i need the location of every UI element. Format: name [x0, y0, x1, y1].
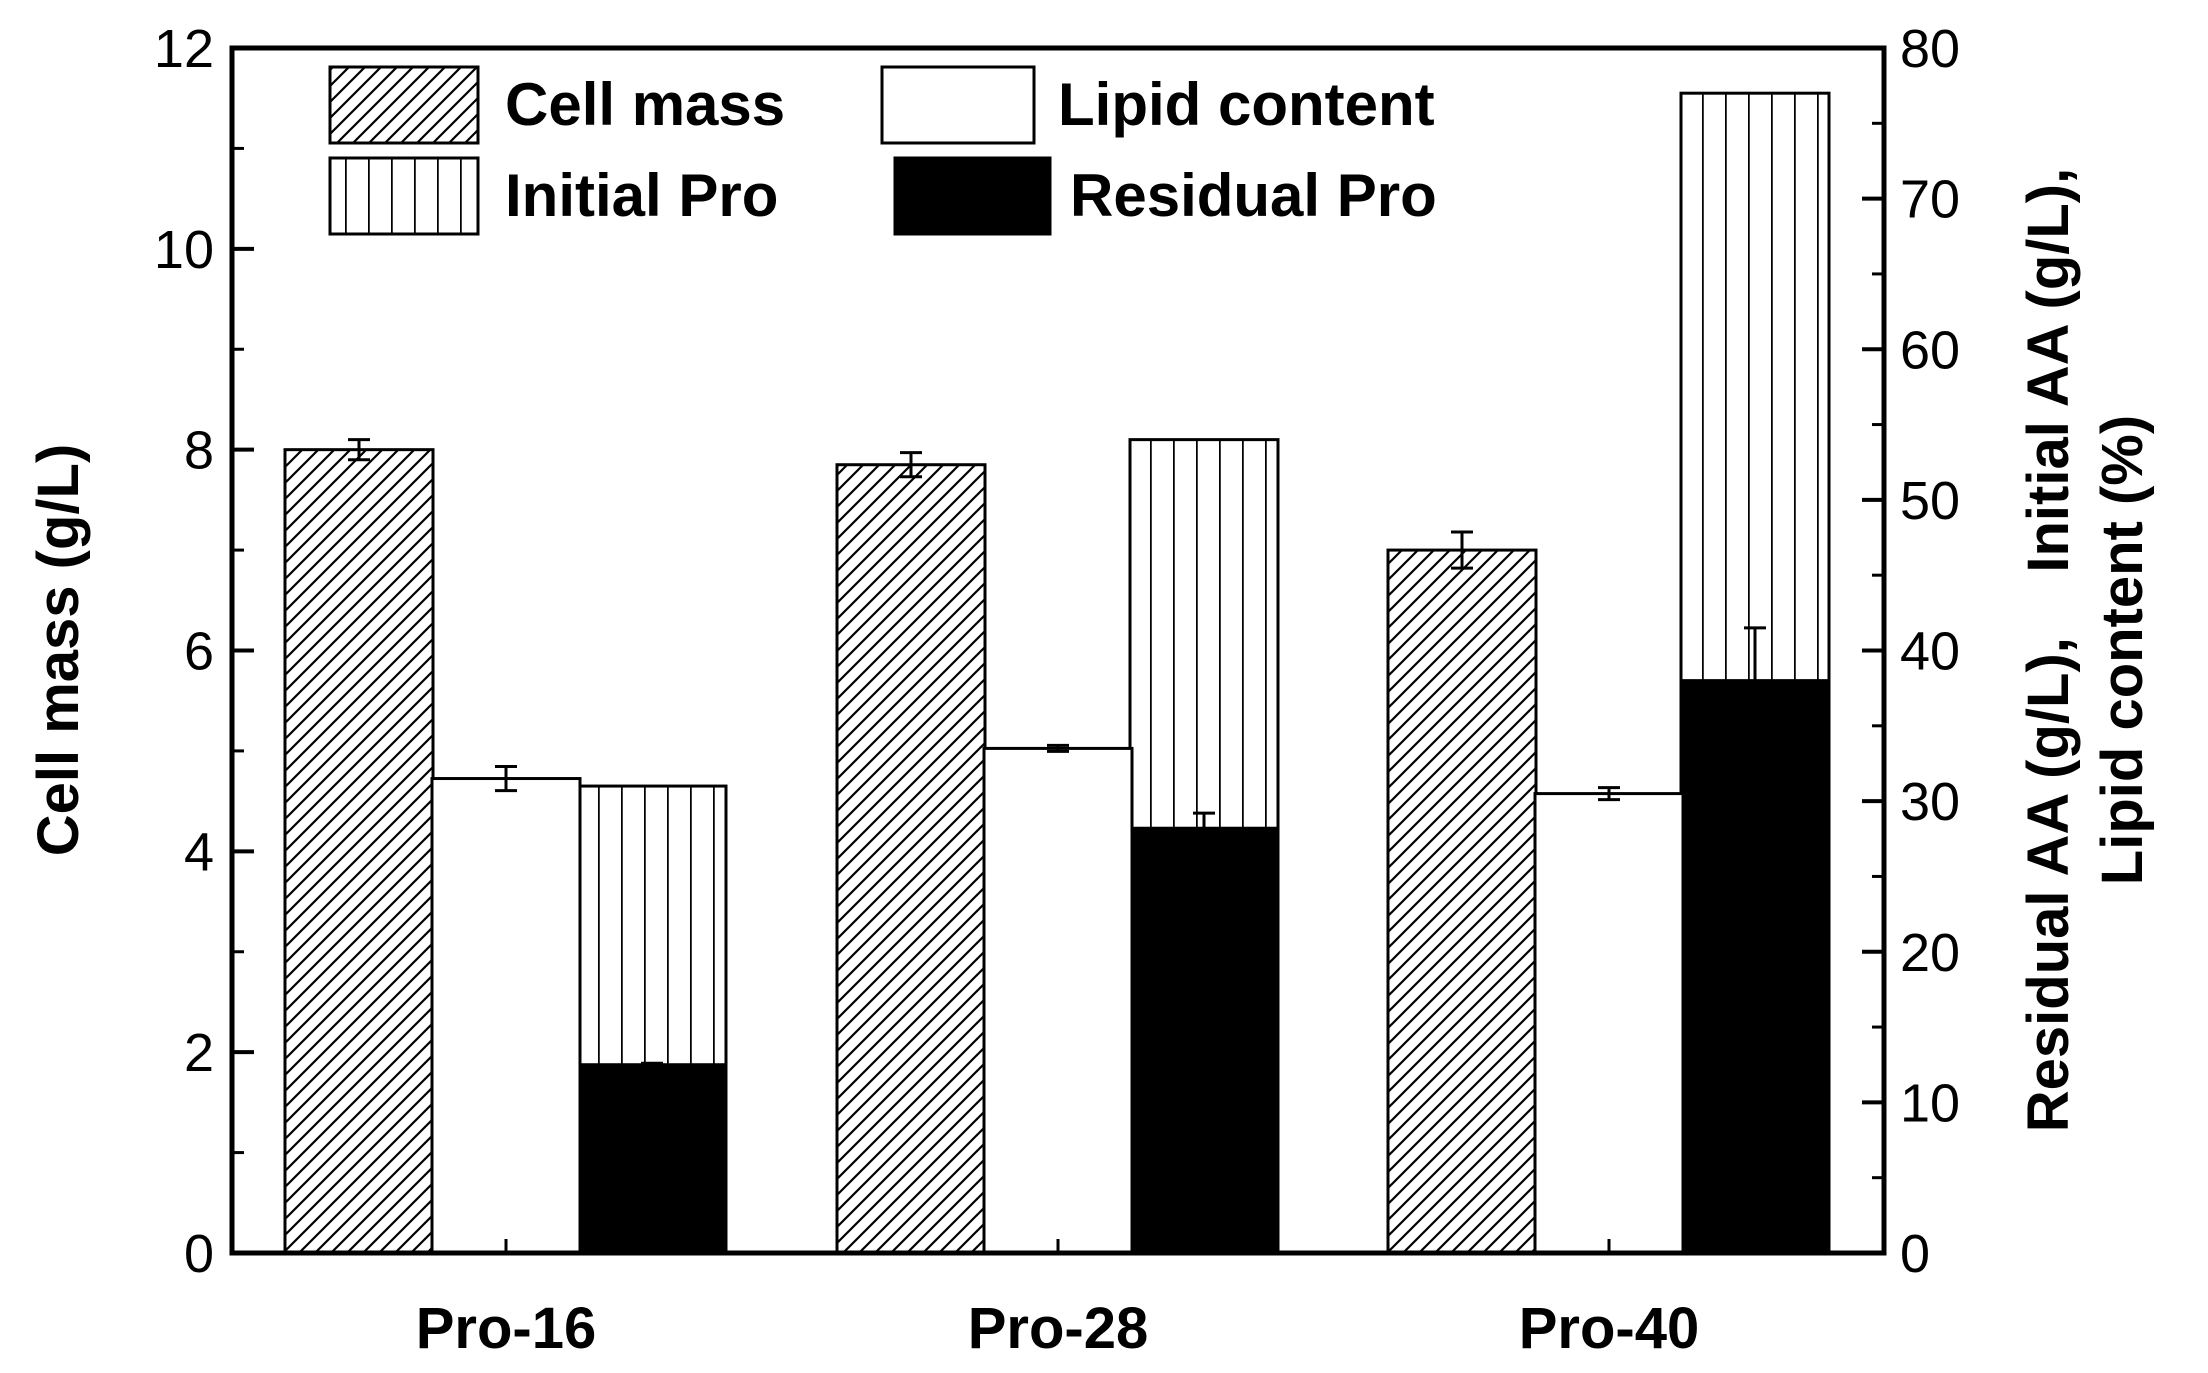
legend: Cell mass Lipid content Initial Pro Resi…: [328, 65, 1437, 236]
bar-residual-pro-pro-16: [576, 1063, 728, 1255]
y-left-tick-label-8: 8: [184, 421, 214, 481]
bar-residual-pro-pro-28: [1128, 826, 1280, 1255]
bar-lipid-content-pro-40: [1533, 792, 1685, 1255]
y-right-tick-label-50: 50: [1900, 471, 1960, 531]
legend-swatch-residual-pro: [893, 156, 1052, 236]
y-right-tick-label-60: 60: [1900, 320, 1960, 380]
y-right-axis-title-line1: Residual AA (g/L), Initial AA (g/L),: [2016, 168, 2081, 1132]
y-right-axis-title-line2: Lipid content (%): [2090, 415, 2155, 885]
bar-cell-mass-pro-40: [1386, 548, 1538, 1255]
legend-label-residual-pro: Residual Pro: [1070, 162, 1437, 229]
y-right-tick-label-80: 80: [1900, 19, 1960, 79]
legend-swatch-lipid-content: [880, 65, 1036, 145]
y-left-tick-label-10: 10: [154, 220, 214, 280]
y-left-axis-title: Cell mass (g/L): [26, 444, 91, 857]
y-right-tick-label-10: 10: [1900, 1073, 1960, 1133]
y-left-tick-label-12: 12: [154, 19, 214, 79]
x-tick-label-pro-28: Pro-28: [968, 1296, 1149, 1361]
labels-layer: Cell mass (g/L) Residual AA (g/L), Initi…: [26, 168, 2155, 1132]
bar-cell-mass-pro-16: [283, 448, 435, 1255]
legend-label-initial-pro: Initial Pro: [505, 162, 778, 229]
y-right-tick-label-0: 0: [1900, 1224, 1930, 1284]
y-right-tick-label-70: 70: [1900, 170, 1960, 230]
y-left-tick-label-0: 0: [184, 1224, 214, 1284]
y-right-tick-label-30: 30: [1900, 772, 1960, 832]
legend-label-lipid-content: Lipid content: [1058, 71, 1435, 138]
bar-lipid-content-pro-16: [430, 777, 582, 1255]
y-left-tick-label-2: 2: [184, 1023, 214, 1083]
legend-swatch-initial-pro: [328, 156, 480, 236]
bars-layer: [283, 91, 1831, 1255]
bar-residual-pro-pro-40: [1679, 679, 1831, 1255]
legend-label-cell-mass: Cell mass: [505, 71, 785, 138]
bar-cell-mass-pro-28: [835, 463, 987, 1255]
error-bars-layer: [348, 438, 1766, 1068]
y-left-tick-label-4: 4: [184, 822, 214, 882]
x-tick-label-pro-40: Pro-40: [1519, 1296, 1700, 1361]
y-right-tick-label-40: 40: [1900, 622, 1960, 682]
legend-swatch-cell-mass: [328, 65, 480, 145]
x-tick-label-pro-16: Pro-16: [416, 1296, 597, 1361]
bar-lipid-content-pro-28: [982, 746, 1134, 1255]
y-right-tick-label-20: 20: [1900, 923, 1960, 983]
y-left-tick-label-6: 6: [184, 622, 214, 682]
ticks-layer: Pro-16 Pro-28 Pro-40 0 2 4 6 8 10 12 0 10 20 30 40 50 60…: [154, 19, 1960, 1361]
